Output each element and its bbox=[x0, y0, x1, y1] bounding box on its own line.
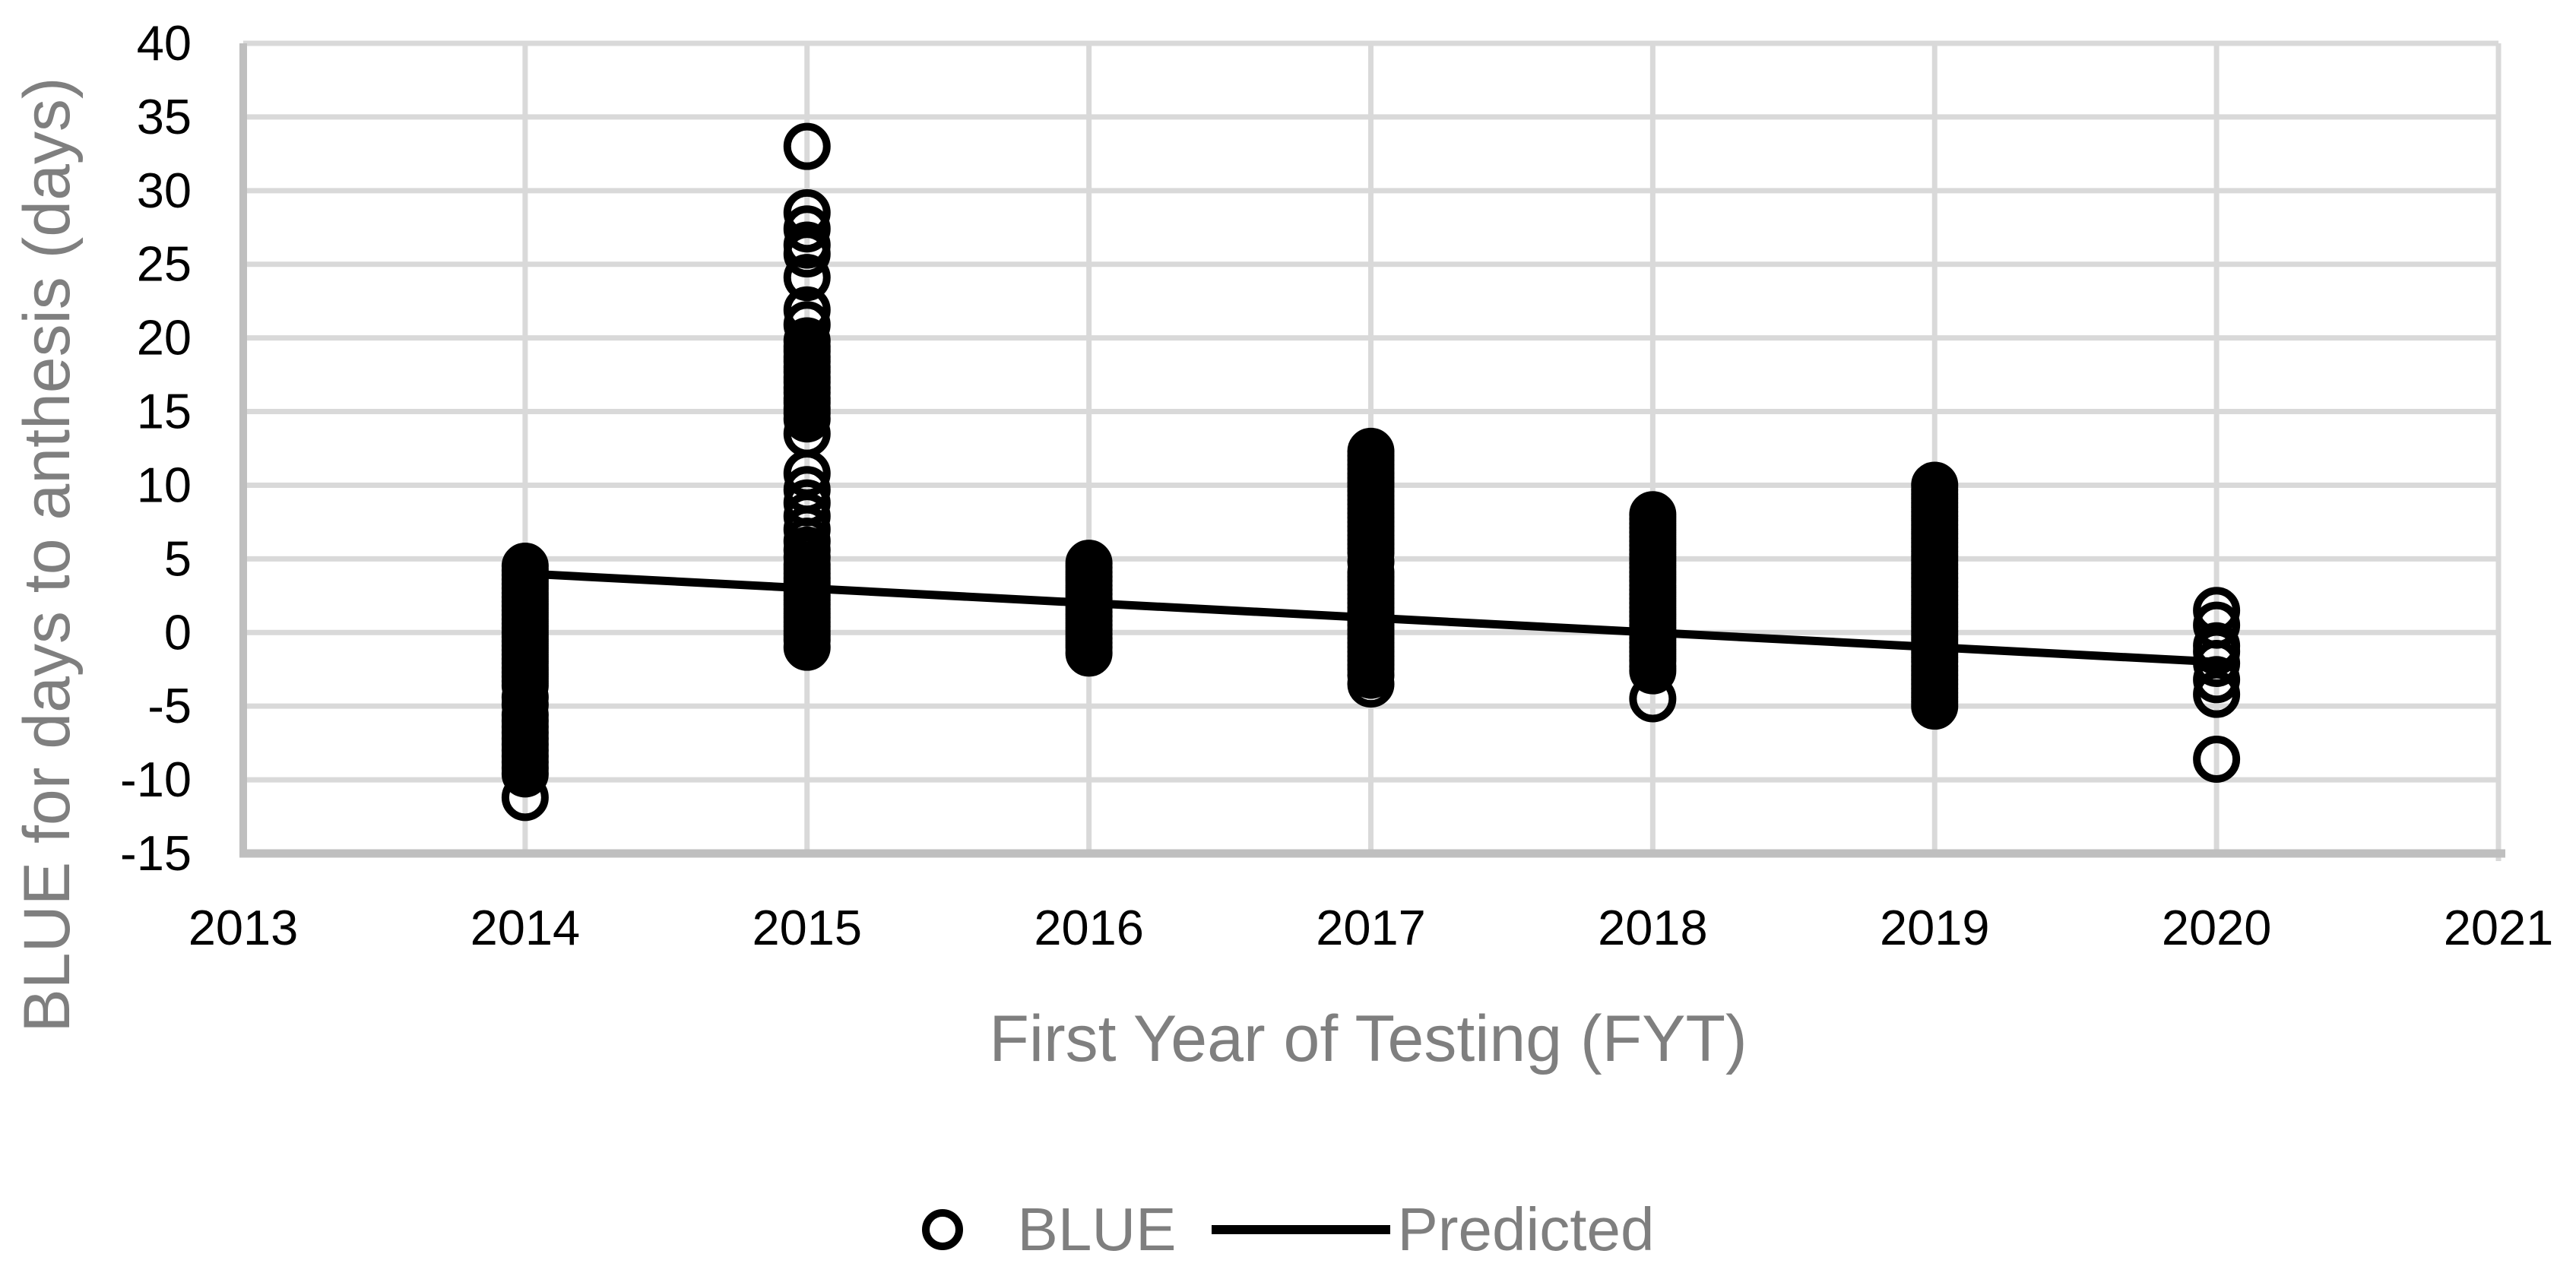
y-axis-title: BLUE for days to anthesis (days) bbox=[11, 77, 84, 1033]
y-tick-label: 10 bbox=[137, 457, 192, 512]
x-tick-label: 2016 bbox=[1034, 900, 1144, 955]
legend-label-blue: BLUE bbox=[1017, 1195, 1177, 1263]
y-tick-label: 0 bbox=[164, 604, 192, 660]
y-tick-label: -15 bbox=[120, 825, 192, 881]
x-tick-label: 2017 bbox=[1316, 900, 1426, 955]
y-tick-label: 25 bbox=[137, 236, 192, 292]
x-tick-label: 2019 bbox=[1880, 900, 1990, 955]
x-tick-label: 2014 bbox=[471, 900, 581, 955]
y-tick-label: 20 bbox=[137, 310, 192, 366]
x-tick-label: 2021 bbox=[2444, 900, 2554, 955]
x-tick-label: 2018 bbox=[1598, 900, 1708, 955]
legend: BLUE Predicted bbox=[0, 1190, 2576, 1269]
y-tick-label: 40 bbox=[137, 15, 192, 71]
x-tick-label: 2020 bbox=[2162, 900, 2272, 955]
x-tick-label: 2013 bbox=[189, 900, 299, 955]
y-tick-label: -5 bbox=[147, 678, 192, 733]
legend-line-icon bbox=[1211, 1225, 1390, 1234]
y-tick-label: -10 bbox=[120, 752, 192, 807]
predicted-trend-line bbox=[524, 569, 2217, 666]
y-tick-label: 30 bbox=[137, 163, 192, 218]
legend-open-circle-icon bbox=[921, 1209, 963, 1250]
x-axis-title: First Year of Testing (FYT) bbox=[989, 1002, 1747, 1075]
y-tick-label: 15 bbox=[137, 384, 192, 439]
axis-lines bbox=[239, 43, 2505, 858]
legend-label-predicted: Predicted bbox=[1397, 1195, 1655, 1263]
y-tick-label: 5 bbox=[164, 530, 192, 586]
y-tick-label: 35 bbox=[137, 89, 192, 144]
x-tick-label: 2015 bbox=[752, 900, 862, 955]
